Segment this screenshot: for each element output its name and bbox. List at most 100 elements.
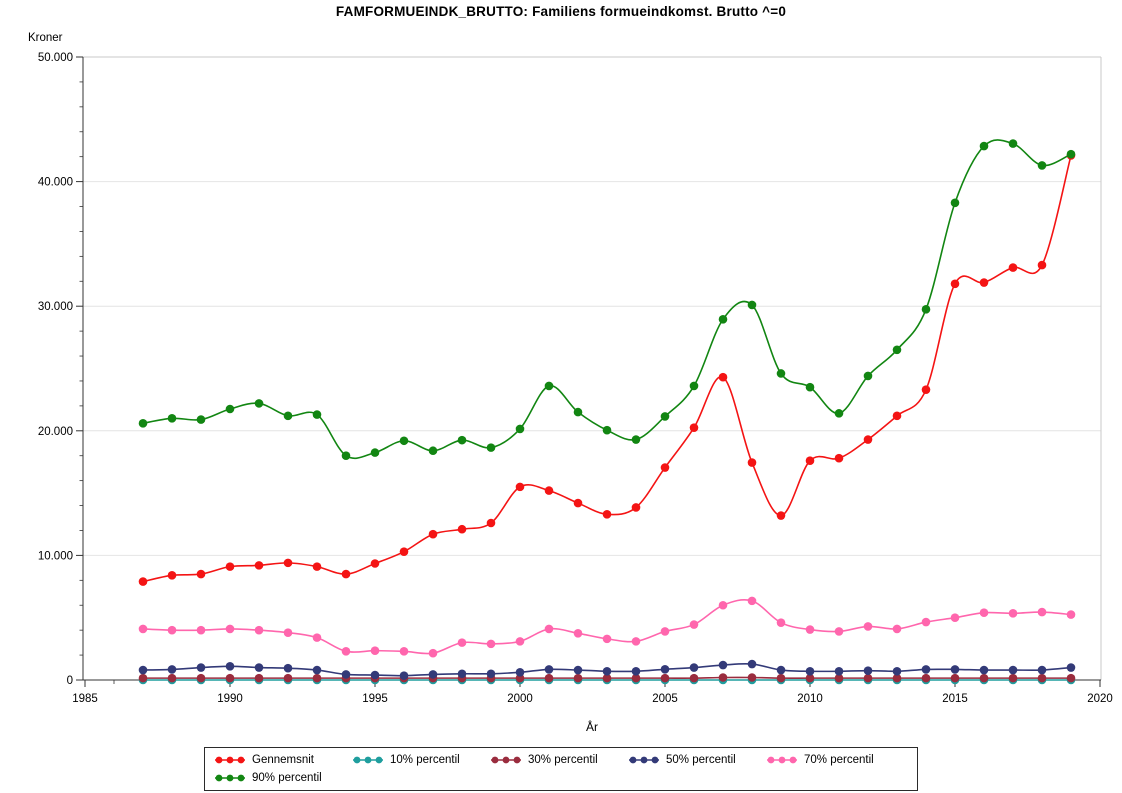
data-point-50pct-percentil: [805, 666, 815, 676]
data-point-50pct-percentil: [544, 665, 554, 674]
data-point-gennemsnit: [892, 411, 902, 421]
data-point-50pct-percentil: [428, 670, 438, 679]
y-tick-label: 0: [67, 675, 73, 687]
data-point-90pct-percentil: [486, 443, 496, 452]
data-point-90pct-percentil: [863, 371, 873, 381]
data-point-70pct-percentil: [892, 624, 902, 634]
data-point-90pct-percentil: [631, 435, 641, 444]
data-point-70pct-percentil: [167, 625, 177, 635]
data-point-gennemsnit: [515, 482, 525, 492]
data-point-90pct-percentil: [747, 300, 757, 310]
data-point-50pct-percentil: [747, 659, 757, 669]
data-point-50pct-percentil: [486, 669, 496, 679]
legend-marker-90pct-percentil: [215, 774, 245, 781]
series-line-90pct-percentil: [142, 139, 1072, 460]
legend-label-gennemsnit: Gennemsnit: [252, 753, 315, 766]
data-point-90pct-percentil: [979, 141, 989, 151]
data-point-70pct-percentil: [341, 647, 351, 656]
data-point-70pct-percentil: [254, 625, 264, 635]
page-title: FAMFORMUEINDK_BRUTTO: Familiens formuein…: [335, 4, 787, 19]
data-point-70pct-percentil: [921, 617, 931, 627]
data-point-90pct-percentil: [660, 412, 670, 421]
data-point-gennemsnit: [399, 547, 409, 556]
data-point-90pct-percentil: [167, 414, 177, 423]
data-point-30pct-percentil: [544, 673, 554, 683]
data-point-70pct-percentil: [718, 600, 728, 610]
data-point-50pct-percentil: [631, 666, 641, 676]
legend-marker-10pct-percentil: [353, 756, 383, 763]
data-point-gennemsnit: [979, 278, 989, 287]
data-point-30pct-percentil: [573, 673, 583, 683]
data-point-gennemsnit: [341, 569, 351, 579]
data-point-gennemsnit: [283, 558, 293, 568]
legend-item-90pct-percentil: 90% percentil: [215, 769, 353, 786]
data-point-90pct-percentil: [196, 415, 206, 424]
legend-items: Gennemsnit 10% percentil 30% percentil 50% …: [215, 751, 907, 786]
data-point-50pct-percentil: [283, 663, 293, 673]
data-point-30pct-percentil: [312, 673, 322, 683]
data-point-90pct-percentil: [573, 407, 583, 417]
legend-label-10pct-percentil: 10% percentil: [390, 753, 460, 766]
data-point-90pct-percentil: [370, 448, 380, 457]
data-point-gennemsnit: [457, 524, 467, 534]
data-point-50pct-percentil: [892, 666, 902, 676]
data-point-gennemsnit: [950, 279, 960, 289]
data-point-50pct-percentil: [457, 669, 467, 679]
data-point-50pct-percentil: [225, 661, 235, 671]
data-point-30pct-percentil: [892, 673, 902, 683]
data-point-30pct-percentil: [1037, 673, 1047, 683]
data-point-70pct-percentil: [138, 624, 148, 634]
x-axis-title: År: [586, 719, 598, 734]
data-point-70pct-percentil: [399, 647, 409, 656]
data-point-90pct-percentil: [1008, 139, 1018, 148]
data-point-70pct-percentil: [1037, 607, 1047, 617]
data-point-30pct-percentil: [921, 673, 931, 683]
data-point-90pct-percentil: [834, 409, 844, 418]
series-50pct-percentil: [138, 659, 1076, 680]
data-point-70pct-percentil: [283, 628, 293, 637]
data-point-70pct-percentil: [515, 637, 525, 646]
series-30pct-percentil: [138, 673, 1076, 683]
data-point-70pct-percentil: [776, 618, 786, 627]
legend-marker-70pct-percentil: [767, 756, 797, 763]
data-point-gennemsnit: [863, 435, 873, 444]
x-tick-label: 2015: [942, 693, 968, 705]
x-tick-label: 1995: [362, 693, 388, 705]
data-point-gennemsnit: [370, 559, 380, 568]
legend-label-70pct-percentil: 70% percentil: [804, 753, 874, 766]
legend-item-50pct-percentil: 50% percentil: [629, 751, 767, 768]
data-point-gennemsnit: [312, 562, 322, 571]
data-point-30pct-percentil: [1066, 673, 1076, 683]
data-point-70pct-percentil: [863, 622, 873, 631]
data-point-gennemsnit: [167, 571, 177, 580]
data-point-gennemsnit: [747, 458, 757, 467]
x-tick-label: 1990: [217, 693, 243, 705]
data-point-50pct-percentil: [863, 666, 873, 675]
data-point-90pct-percentil: [921, 305, 931, 314]
data-point-90pct-percentil: [515, 424, 525, 434]
data-point-gennemsnit: [921, 385, 931, 394]
data-point-50pct-percentil: [167, 665, 177, 674]
data-point-gennemsnit: [689, 423, 699, 432]
data-point-50pct-percentil: [254, 663, 264, 672]
x-tick-label: 2000: [507, 693, 533, 705]
y-tick-label: 10.000: [38, 550, 73, 562]
data-point-70pct-percentil: [573, 628, 583, 638]
y-tick-label: 20.000: [38, 426, 73, 438]
data-point-50pct-percentil: [370, 670, 380, 680]
data-point-90pct-percentil: [718, 314, 728, 324]
x-tick-label: 1985: [72, 693, 98, 705]
data-point-gennemsnit: [486, 518, 496, 528]
legend-label-90pct-percentil: 90% percentil: [252, 771, 322, 784]
series-90pct-percentil: [138, 139, 1076, 461]
data-point-gennemsnit: [660, 463, 670, 472]
data-point-90pct-percentil: [805, 382, 815, 392]
data-point-gennemsnit: [776, 511, 786, 520]
data-point-90pct-percentil: [544, 381, 554, 391]
data-point-30pct-percentil: [631, 673, 641, 683]
legend-label-30pct-percentil: 30% percentil: [528, 753, 598, 766]
data-point-30pct-percentil: [689, 673, 699, 683]
data-point-70pct-percentil: [1008, 609, 1018, 618]
data-point-gennemsnit: [544, 486, 554, 495]
x-tick-label: 2005: [652, 693, 678, 705]
